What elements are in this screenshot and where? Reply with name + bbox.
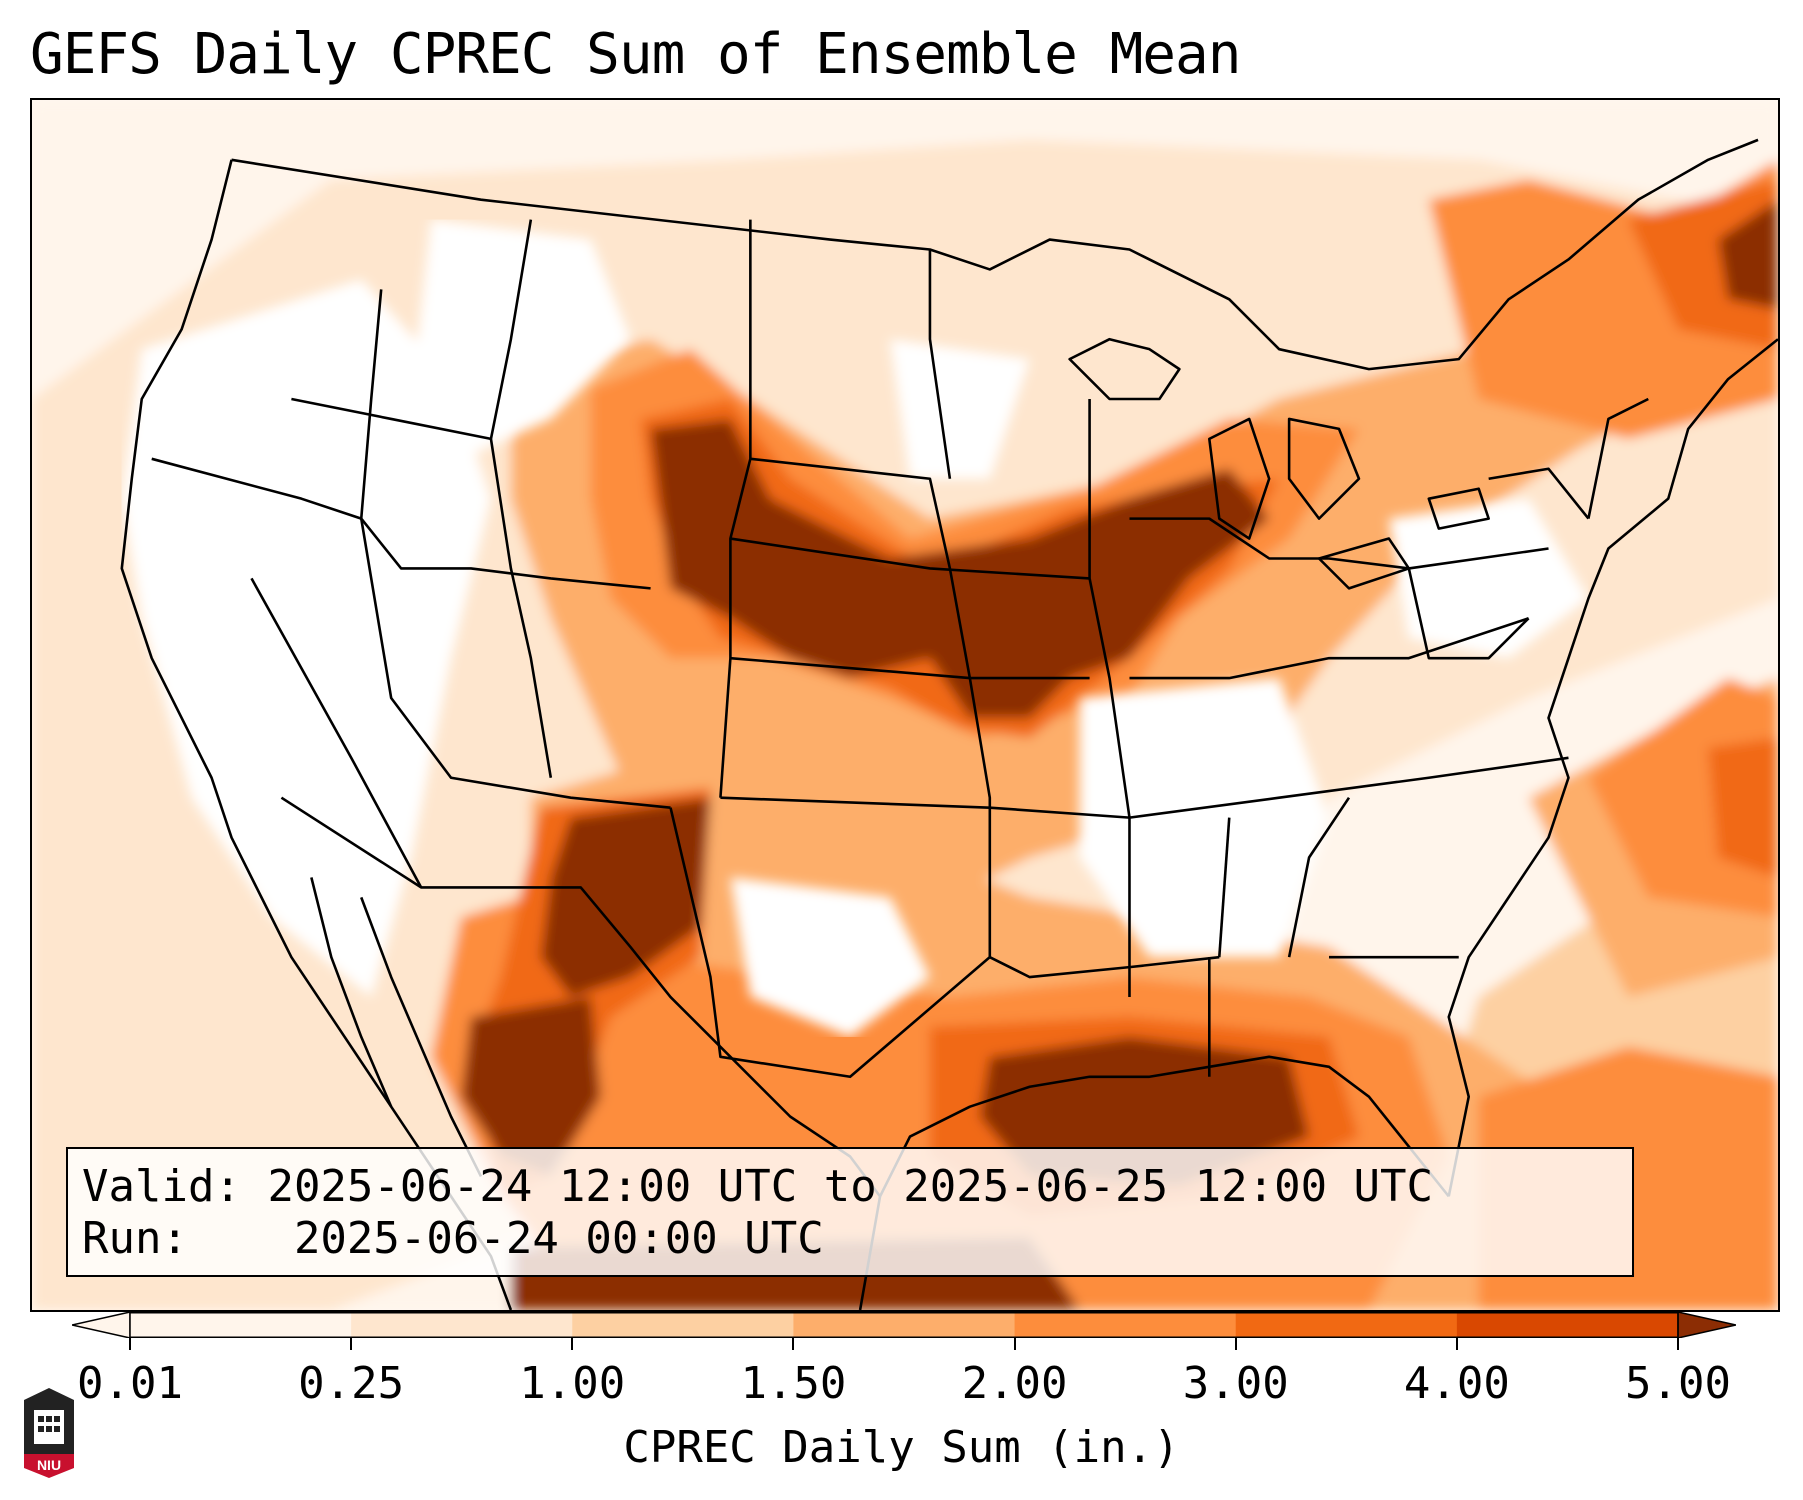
run-value: 2025-06-24 00:00 UTC: [293, 1213, 824, 1264]
colorbar-tick-mark: [1455, 1338, 1458, 1350]
map-canvas: [32, 100, 1778, 1310]
map-title: GEFS Daily CPREC Sum of Ensemble Mean: [30, 22, 1241, 87]
colorbar-extend-low: [72, 1312, 131, 1338]
niu-logo: NIU: [24, 1388, 74, 1478]
colorbar-segment: [1014, 1312, 1237, 1338]
colorbar-label: CPREC Daily Sum (in.): [623, 1422, 1180, 1473]
colorbar-tick-label: 3.00: [1182, 1358, 1289, 1409]
valid-value: 2025-06-24 12:00 UTC to 2025-06-25 12:00…: [267, 1161, 1434, 1212]
colorbar: [72, 1312, 1736, 1338]
colorbar-segment: [793, 1312, 1016, 1338]
dry-areas: [121, 219, 1589, 1037]
colorbar-tick-label: 4.00: [1403, 1358, 1510, 1409]
colorbar-segment: [130, 1312, 352, 1338]
colorbar-tick-label: 1.00: [519, 1358, 626, 1409]
colorbar-tick-mark: [129, 1338, 131, 1350]
colorbar-tick-label: 1.50: [740, 1358, 847, 1409]
colorbar-segment: [1456, 1312, 1679, 1338]
colorbar-outline: [129, 1312, 1679, 1338]
valid-time-box: Valid: 2025-06-24 12:00 UTC to 2025-06-2…: [66, 1147, 1634, 1277]
colorbar-tick-mark: [1013, 1338, 1016, 1350]
colorbar-tick-label: 5.00: [1625, 1358, 1731, 1409]
colorbar-segment: [572, 1312, 794, 1338]
colorbar-tick-mark: [571, 1338, 574, 1350]
precipitation-map: [30, 98, 1780, 1312]
map-boundaries: [120, 138, 1778, 1310]
colorbar-tick-label: 2.00: [961, 1358, 1068, 1409]
colorbar-tick-label: 0.01: [77, 1358, 183, 1409]
run-line: Run: 2025-06-24 00:00 UTC: [82, 1213, 1632, 1265]
colorbar-tick-mark: [792, 1338, 795, 1350]
logo-text: NIU: [37, 1457, 61, 1473]
colorbar-segment: [1235, 1312, 1458, 1338]
colorbar-tick-mark: [350, 1338, 353, 1350]
colorbar-tick-label: 0.25: [298, 1358, 405, 1409]
colorbar-segment: [351, 1312, 573, 1338]
valid-line: Valid: 2025-06-24 12:00 UTC to 2025-06-2…: [82, 1161, 1632, 1213]
colorbar-extend-high: [1677, 1312, 1736, 1338]
run-label: Run:: [82, 1213, 188, 1264]
valid-label: Valid:: [82, 1161, 241, 1212]
colorbar-tick-mark: [1234, 1338, 1237, 1350]
colorbar-tick-mark: [1677, 1338, 1679, 1350]
